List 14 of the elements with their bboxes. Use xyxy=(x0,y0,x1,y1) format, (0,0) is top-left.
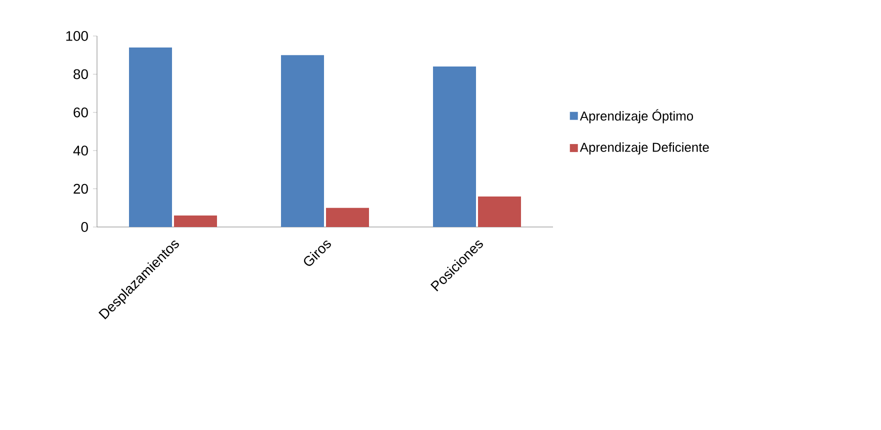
bar xyxy=(433,66,476,227)
y-tick-label: 100 xyxy=(66,31,88,41)
y-tick-label: 60 xyxy=(74,107,88,118)
y-tick-label: 0 xyxy=(81,222,88,232)
y-tick-label: 40 xyxy=(73,146,88,156)
y-tick-label: 80 xyxy=(74,69,88,80)
bar xyxy=(326,208,369,227)
legend-label: Aprendizaje Óptimo xyxy=(580,109,694,124)
y-tick-label: 20 xyxy=(74,184,88,194)
bar xyxy=(478,196,521,227)
legend-label: Aprendizaje Deficiente xyxy=(580,142,709,154)
bar xyxy=(129,47,172,227)
bar xyxy=(281,55,324,227)
bar xyxy=(174,216,217,227)
